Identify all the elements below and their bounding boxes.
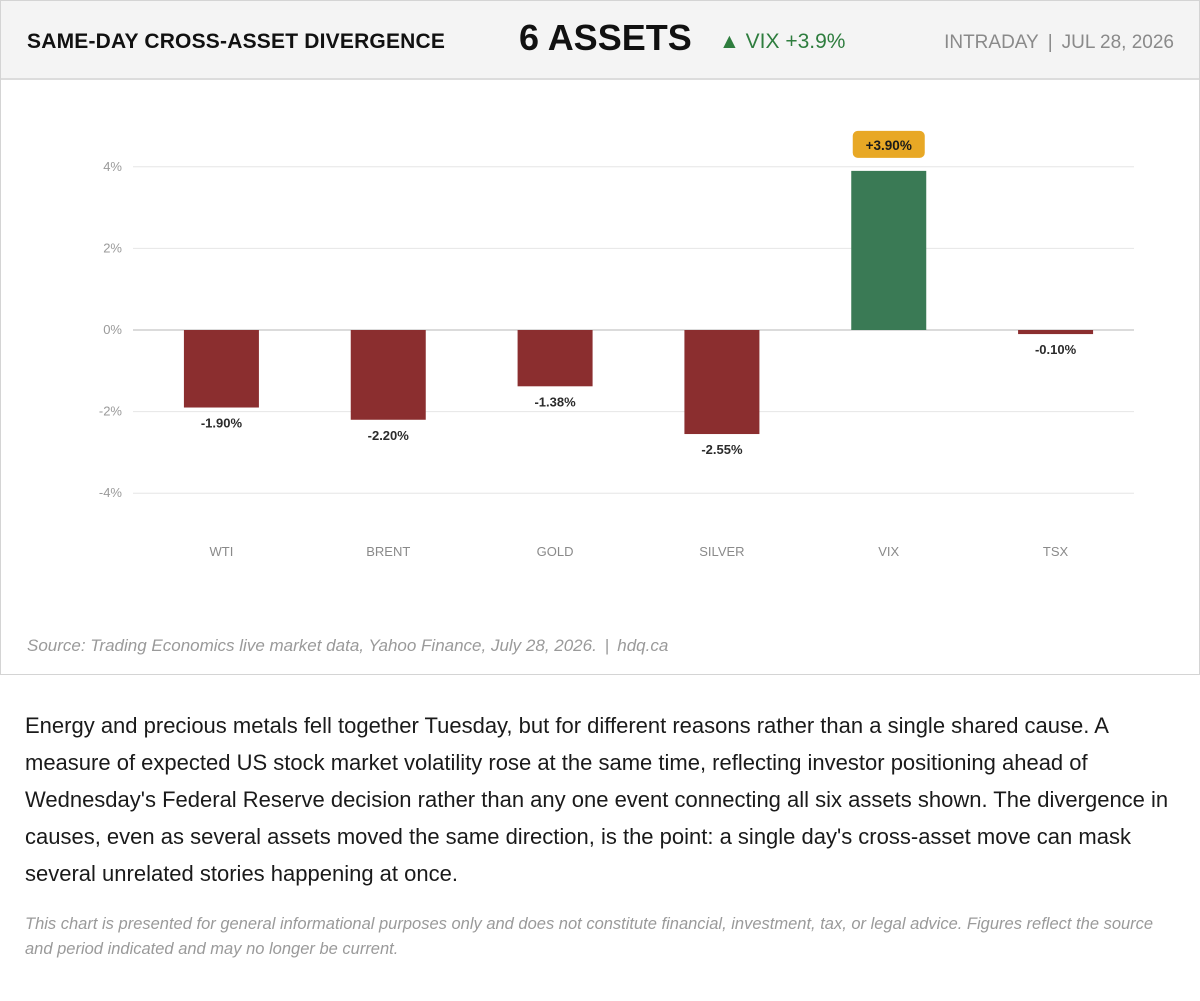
- y-tick-label: -4%: [99, 485, 123, 500]
- x-tick-label: SILVER: [699, 544, 744, 559]
- data-label: +3.90%: [866, 138, 912, 153]
- date-label: JUL 28, 2026: [1061, 32, 1174, 53]
- bar-vix: [851, 170, 927, 330]
- y-tick-label: -2%: [99, 404, 123, 419]
- x-tick-label: BRENT: [366, 544, 410, 559]
- data-label: -2.55%: [701, 442, 743, 457]
- bar-brent: [350, 330, 426, 420]
- site-name: hdq.ca: [617, 636, 669, 655]
- x-tick-label: WTI: [210, 544, 234, 559]
- period-date: INTRADAY | JUL 28, 2026: [944, 32, 1174, 54]
- x-tick-label: TSX: [1043, 544, 1069, 559]
- chart-title: SAME-DAY CROSS-ASSET DIVERGENCE: [27, 30, 446, 53]
- data-label: -2.20%: [368, 428, 410, 443]
- bar-tsx: [1018, 330, 1094, 335]
- period-label: INTRADAY: [944, 32, 1039, 53]
- x-tick-label: GOLD: [537, 544, 574, 559]
- data-label: -0.10%: [1035, 342, 1077, 357]
- bar-silver: [684, 330, 760, 435]
- disclaimer: This chart is presented for general info…: [25, 915, 1154, 958]
- vix-change-text: VIX +3.9%: [745, 30, 846, 53]
- bar-gold: [517, 330, 593, 387]
- data-label: -1.90%: [201, 416, 243, 431]
- up-arrow-icon: ▲: [719, 30, 740, 53]
- bar-chart: 4% 2% 0% -2% -4% -1.90% WTI -2.20% BRENT -1.38% GO…: [99, 130, 1134, 559]
- x-tick-label: VIX: [878, 544, 899, 559]
- y-tick-label: 0%: [103, 322, 122, 337]
- chart-header: SAME-DAY CROSS-ASSET DIVERGENCE 6 ASSETS…: [1, 1, 1199, 80]
- bar-wti: [183, 330, 259, 408]
- asset-count: 6 ASSETS: [519, 17, 692, 58]
- data-label: -1.38%: [534, 394, 576, 409]
- vix-change-indicator: ▲ VIX +3.9%: [719, 30, 845, 54]
- chart-panel: SAME-DAY CROSS-ASSET DIVERGENCE 6 ASSETS…: [0, 0, 1200, 675]
- source-text: Source: Trading Economics live market da…: [27, 636, 597, 655]
- y-tick-label: 4%: [103, 159, 122, 174]
- source-separator: |: [604, 636, 610, 655]
- source-note: Source: Trading Economics live market da…: [27, 636, 668, 656]
- y-tick-label: 2%: [103, 240, 122, 255]
- period-separator: |: [1047, 32, 1053, 53]
- article-paragraph: Energy and precious metals fell together…: [25, 713, 1169, 886]
- value-badge: [852, 130, 925, 158]
